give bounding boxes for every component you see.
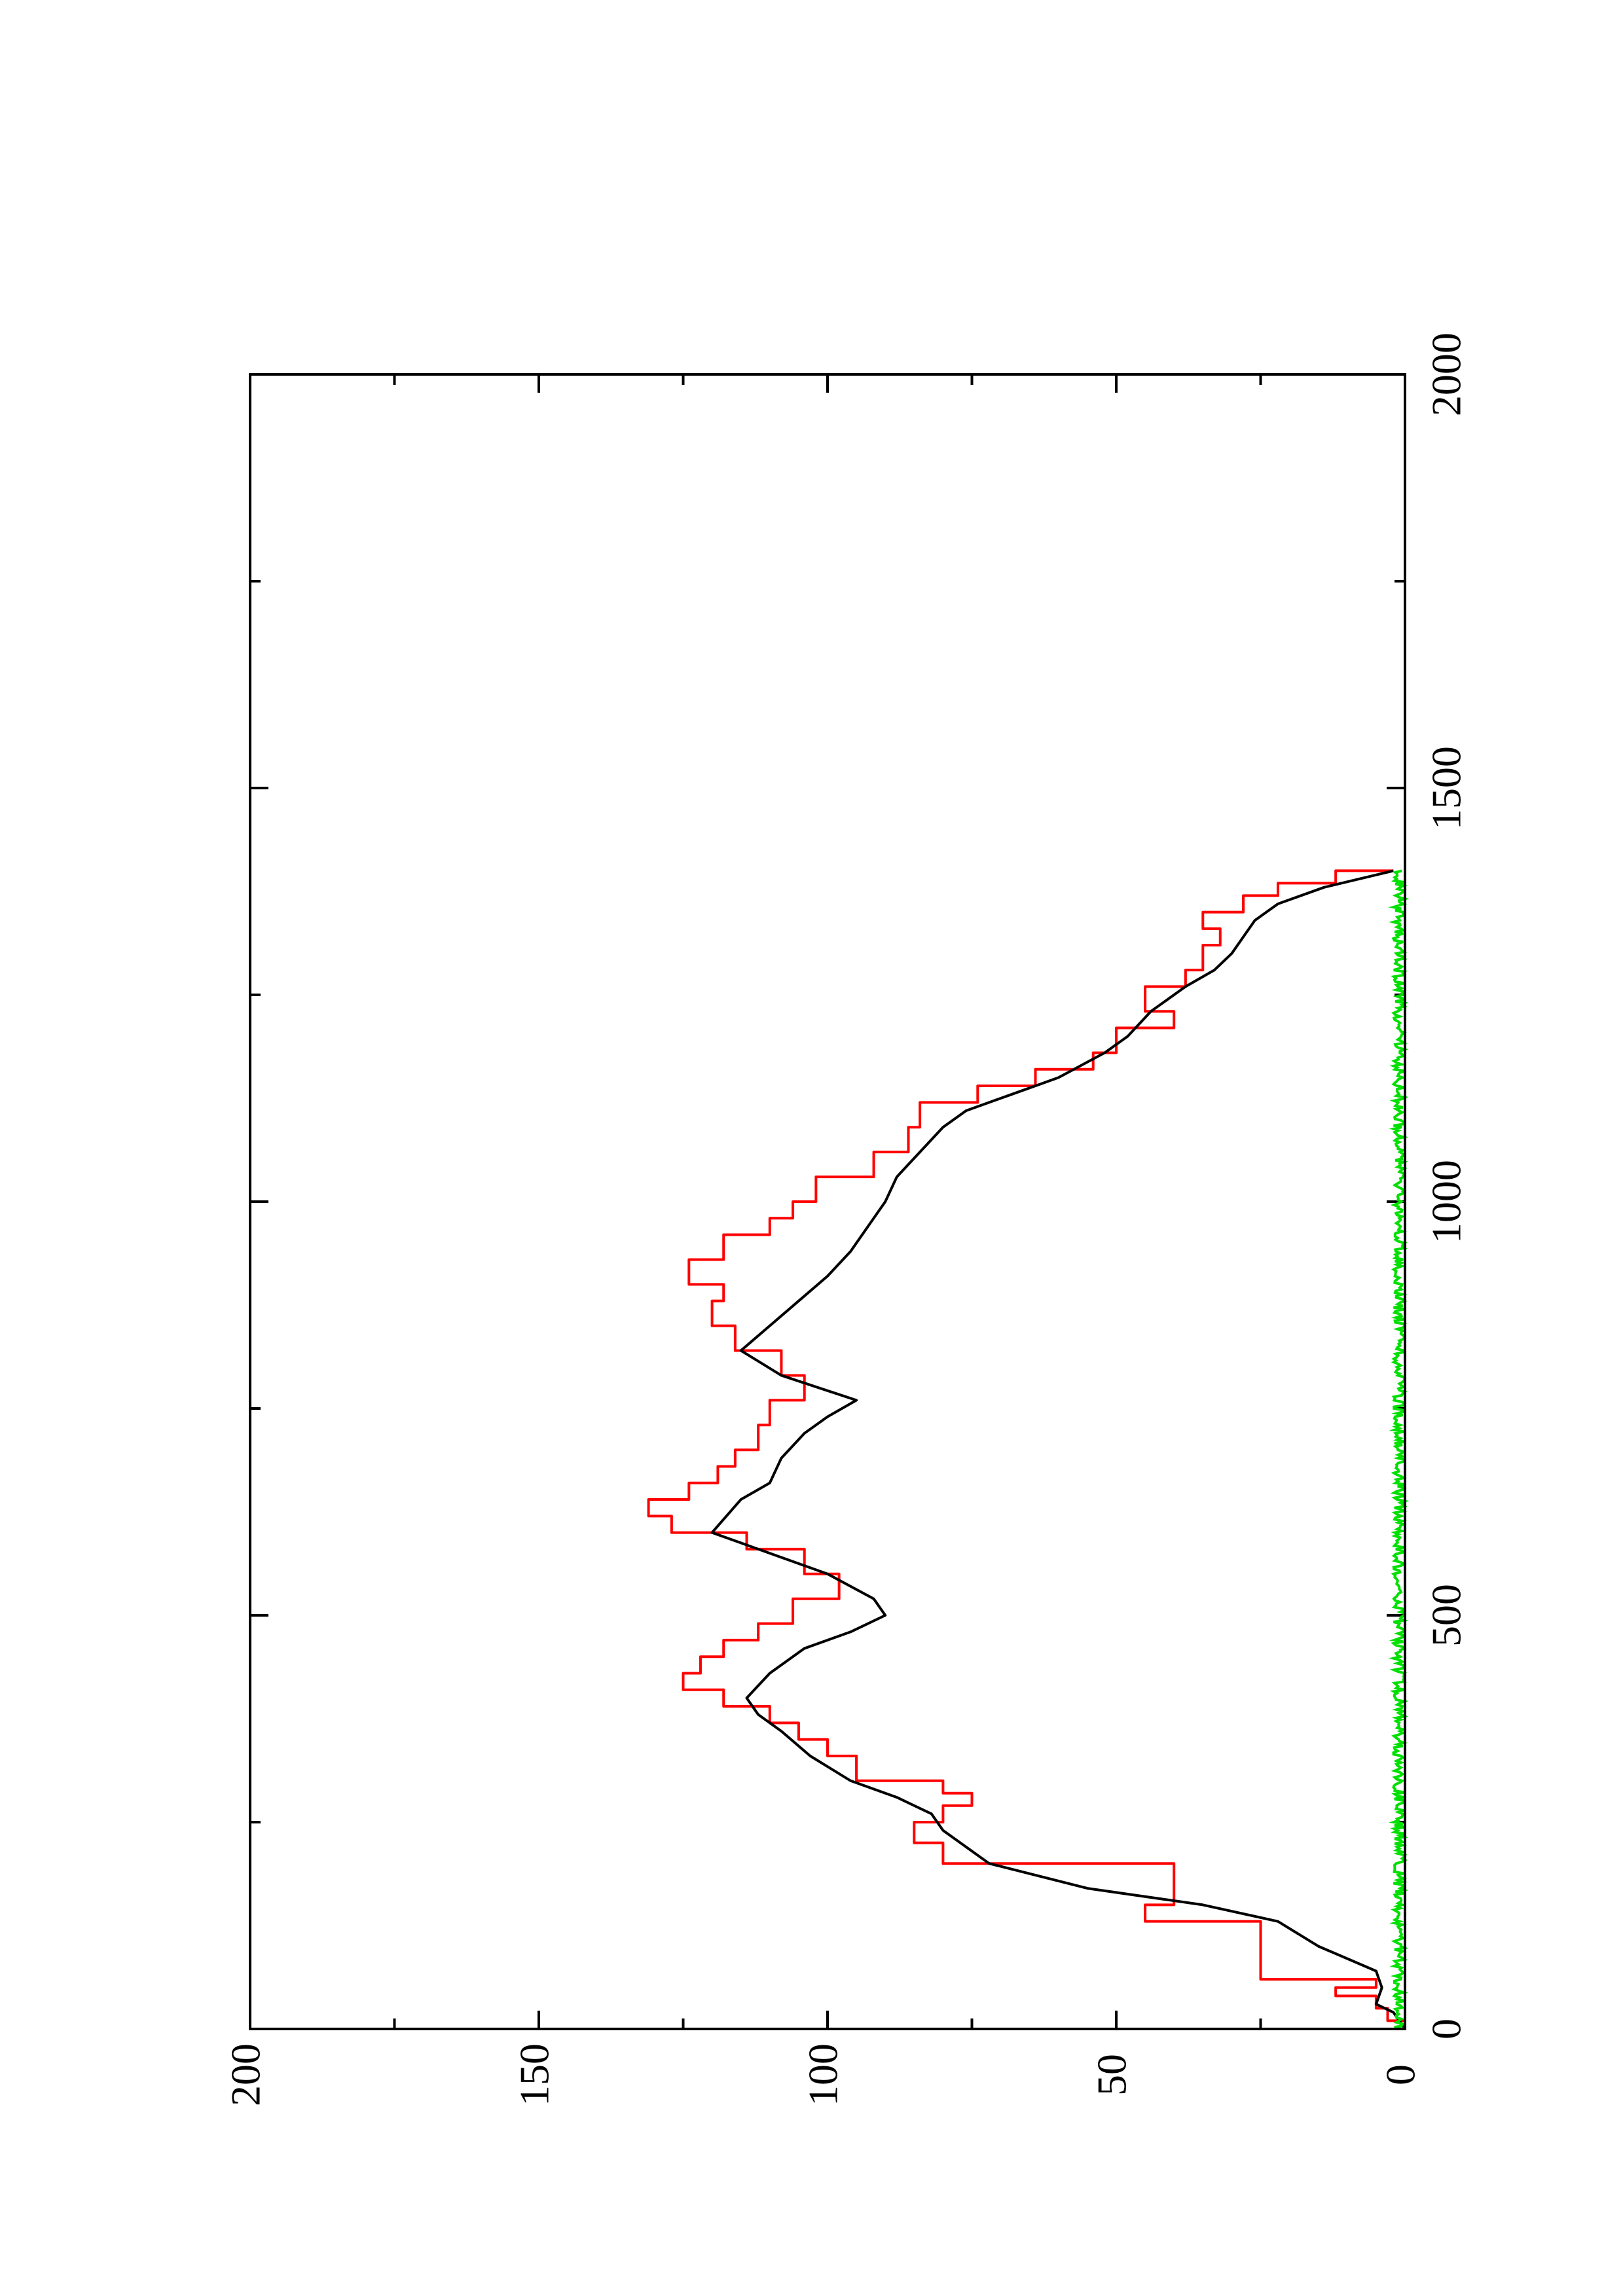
x-tick-label: 0	[1423, 2018, 1470, 2039]
y-tick-label: 100	[800, 2043, 847, 2106]
series-layer	[647, 869, 1410, 2030]
green-noise-series-line	[1388, 869, 1410, 2030]
x-tick-label: 2000	[1423, 332, 1470, 416]
x-tick-label: 500	[1423, 1584, 1470, 1647]
tick-labels: 0 500 1000 1500 2000 0 50 100 150 200	[223, 332, 1470, 2106]
y-tick-label: 50	[1089, 2054, 1135, 2096]
y-tick-label: 200	[223, 2043, 269, 2106]
black-series-line	[710, 869, 1406, 2030]
plot-frame	[249, 373, 1406, 2030]
x-tick-label: 1000	[1423, 1160, 1470, 1244]
y-tick-label: 0	[1377, 2064, 1424, 2085]
red-step-series-line	[647, 869, 1406, 2029]
x-tick-label: 1500	[1423, 746, 1470, 830]
y-tick-label: 150	[511, 2043, 558, 2106]
